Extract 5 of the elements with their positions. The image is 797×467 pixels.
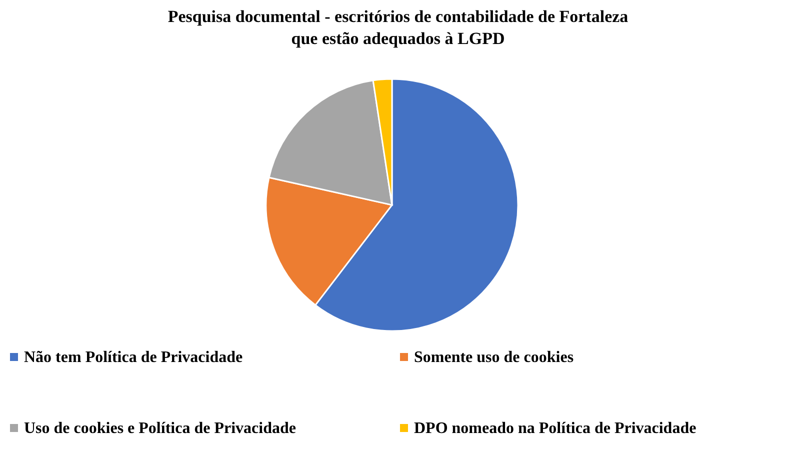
- legend-label: Uso de cookies e Política de Privacidade: [24, 420, 296, 437]
- legend-label: Não tem Política de Privacidade: [24, 349, 243, 366]
- legend-label: Somente uso de cookies: [414, 349, 574, 366]
- legend-label: DPO nomeado na Política de Privacidade: [414, 420, 696, 437]
- chart-title: Pesquisa documental - escritórios de contabilidade de Fortaleza que estão adequados à LGPD: [168, 7, 629, 48]
